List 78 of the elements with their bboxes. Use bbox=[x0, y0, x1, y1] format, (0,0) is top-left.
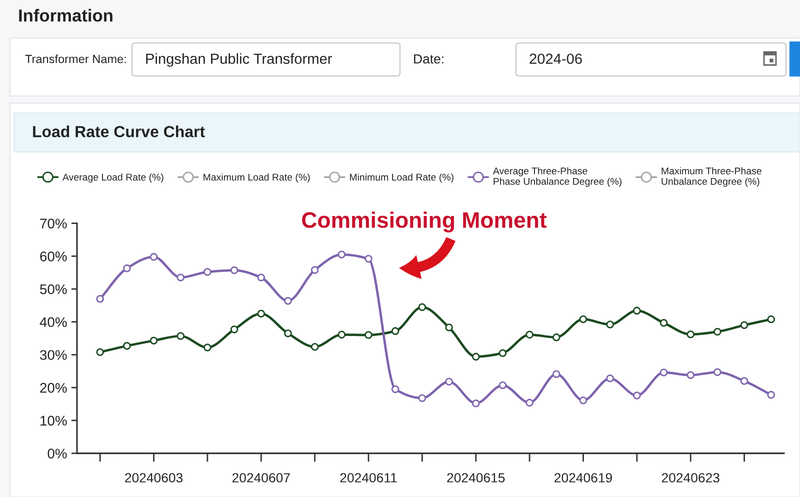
point bbox=[123, 342, 131, 350]
y-tick-label: 0% bbox=[48, 448, 67, 458]
y-tick-label: 10% bbox=[40, 416, 67, 426]
point bbox=[579, 396, 588, 404]
point bbox=[204, 268, 212, 276]
point bbox=[472, 352, 480, 361]
legend-label: Average Load Rate (%) bbox=[62, 173, 164, 183]
point bbox=[552, 370, 560, 378]
chart-title: Load Rate Curve Chart bbox=[33, 126, 205, 138]
point bbox=[230, 266, 238, 274]
point bbox=[204, 344, 212, 352]
point bbox=[96, 294, 104, 303]
point bbox=[686, 330, 694, 338]
point bbox=[364, 254, 372, 263]
point bbox=[176, 274, 184, 282]
point bbox=[740, 377, 748, 385]
point bbox=[150, 336, 158, 344]
point bbox=[606, 320, 614, 328]
point bbox=[498, 381, 507, 390]
point bbox=[364, 331, 372, 339]
point bbox=[633, 306, 641, 315]
point bbox=[310, 266, 319, 274]
point bbox=[767, 315, 776, 324]
point bbox=[338, 250, 346, 258]
point bbox=[391, 385, 400, 394]
point bbox=[257, 274, 266, 282]
point bbox=[714, 368, 722, 376]
point bbox=[257, 310, 266, 318]
legend-label: Maximum Three-Phase Unbalance Degree (%) bbox=[662, 167, 762, 187]
y-tick-label: 70% bbox=[40, 218, 67, 228]
text: 2024-06 bbox=[530, 54, 582, 64]
x-tick-label: 20240611 bbox=[340, 473, 397, 482]
y-tick-label: 30% bbox=[40, 350, 67, 360]
annotation: Commisioning Moment bbox=[302, 212, 547, 232]
legend-label: Average Three-Phase Phase Unbalance Degree (%) bbox=[492, 167, 622, 187]
text: Information bbox=[19, 8, 112, 22]
point bbox=[714, 328, 722, 336]
text: Transformer Name: bbox=[25, 54, 126, 64]
x-tick-label: 20240623 bbox=[662, 473, 720, 482]
point bbox=[418, 303, 426, 311]
point bbox=[230, 326, 238, 334]
y-tick-label: 50% bbox=[40, 284, 67, 294]
text: Pingshan Public Transformer bbox=[146, 53, 332, 67]
point bbox=[310, 342, 319, 351]
point bbox=[767, 390, 776, 399]
point bbox=[418, 394, 426, 402]
point bbox=[472, 399, 480, 408]
point bbox=[338, 330, 346, 339]
x-tick-label: 20240607 bbox=[232, 473, 290, 482]
y-tick-label: 60% bbox=[40, 251, 67, 262]
point bbox=[284, 329, 292, 338]
point bbox=[740, 321, 748, 330]
text: Date: bbox=[414, 54, 444, 64]
point bbox=[445, 378, 453, 386]
point bbox=[498, 349, 507, 357]
legend-label: Minimum Load Rate (%) bbox=[350, 173, 454, 183]
point bbox=[176, 332, 184, 340]
x-tick-label: 20240615 bbox=[447, 473, 505, 482]
point bbox=[123, 264, 131, 272]
point bbox=[552, 333, 560, 342]
point bbox=[96, 348, 104, 356]
point bbox=[526, 330, 534, 339]
x-tick-label: 20240603 bbox=[125, 473, 183, 482]
point bbox=[579, 315, 588, 324]
point bbox=[284, 296, 292, 305]
legend-label: Maximum Load Rate (%) bbox=[204, 173, 310, 183]
point bbox=[660, 318, 668, 327]
y-tick-label: 20% bbox=[40, 382, 67, 393]
point bbox=[150, 252, 158, 261]
point bbox=[686, 371, 694, 379]
point bbox=[633, 392, 641, 400]
point bbox=[526, 398, 534, 407]
y-tick-label: 40% bbox=[40, 317, 67, 328]
point bbox=[660, 368, 668, 376]
point bbox=[606, 374, 614, 382]
point bbox=[445, 324, 453, 332]
point bbox=[391, 327, 400, 335]
x-tick-label: 20240619 bbox=[554, 473, 612, 482]
